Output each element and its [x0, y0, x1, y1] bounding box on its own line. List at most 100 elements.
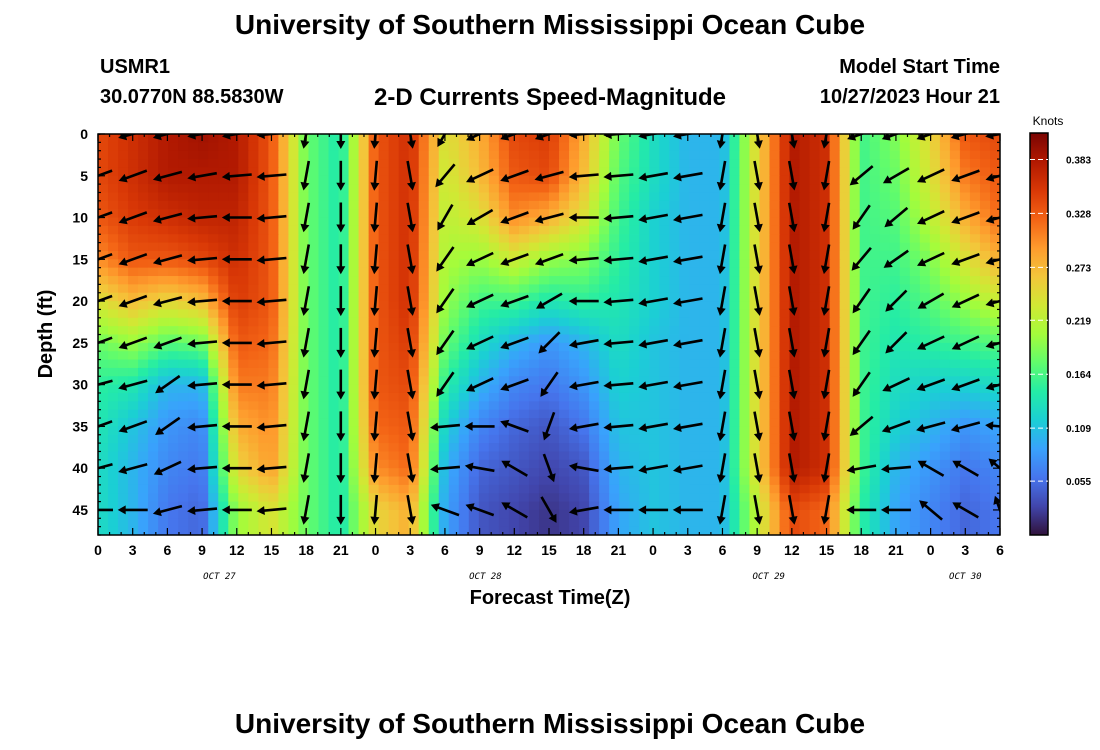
heatmap-cell [639, 418, 650, 427]
heatmap-cell [358, 259, 370, 269]
heatmap-cell [288, 493, 300, 503]
heatmap-cell [168, 184, 179, 194]
heatmap-cell [348, 250, 360, 260]
heatmap-cell [769, 242, 781, 252]
heatmap-cell [538, 334, 550, 344]
heatmap-cell [488, 259, 500, 269]
heatmap-cell [829, 250, 841, 260]
heatmap-cell [789, 376, 801, 386]
heatmap-cell [599, 493, 610, 503]
heatmap-cell [508, 192, 520, 202]
heatmap-cell [989, 509, 1000, 519]
heatmap-cell [328, 150, 340, 160]
heatmap-cell [979, 159, 991, 169]
heatmap-cell [148, 493, 159, 503]
heatmap-cell [669, 451, 680, 461]
heatmap-cell [599, 301, 610, 311]
heatmap-cell [879, 326, 891, 336]
heatmap-cell [378, 376, 390, 386]
heatmap-cell [168, 234, 179, 244]
x-tick-label: 15 [264, 542, 280, 558]
heatmap-cell [709, 309, 720, 319]
heatmap-cell [188, 217, 199, 227]
heatmap-cell [258, 518, 269, 528]
heatmap-cell [438, 443, 450, 453]
heatmap-cell [348, 526, 360, 535]
heatmap-cell [238, 484, 249, 494]
heatmap-cell [629, 200, 640, 210]
heatmap-cell [448, 192, 460, 202]
heatmap-cell [128, 443, 139, 453]
heatmap-cell [599, 267, 610, 277]
heatmap-cell [358, 175, 370, 185]
heatmap-cell [779, 426, 791, 436]
heatmap-cell [108, 200, 119, 210]
heatmap-cell [679, 134, 690, 143]
current-vector [753, 244, 763, 275]
heatmap-cell [799, 476, 811, 486]
heatmap-cell [468, 284, 480, 294]
heatmap-cell [839, 451, 851, 461]
heatmap-cell [969, 234, 981, 244]
heatmap-cell [789, 384, 801, 394]
heatmap-cell [559, 359, 570, 369]
heatmap-cell [699, 418, 710, 427]
current-vector [221, 296, 252, 306]
heatmap-cell [398, 443, 410, 453]
heatmap-cell [649, 359, 660, 369]
x-tick-label: 12 [784, 542, 800, 558]
current-vector [256, 255, 287, 265]
heatmap-cell [408, 175, 420, 185]
heatmap-cell [378, 434, 390, 444]
heatmap-cell [849, 225, 861, 235]
heatmap-cell [709, 493, 720, 503]
heatmap-cell [468, 259, 480, 269]
heatmap-cell [689, 209, 700, 219]
heatmap-cell [979, 459, 991, 469]
heatmap-cell [579, 267, 590, 277]
heatmap-cell [939, 184, 951, 194]
heatmap-cell [889, 459, 901, 469]
heatmap-cell [929, 184, 941, 194]
heatmap-cell [328, 267, 340, 277]
heatmap-cell [408, 225, 420, 235]
heatmap-cell [789, 342, 801, 352]
heatmap-cell [128, 342, 139, 352]
heatmap-cell [178, 217, 189, 227]
heatmap-cell [819, 250, 831, 260]
heatmap-cell [208, 476, 219, 486]
heatmap-cell [458, 209, 470, 219]
heatmap-cell [288, 443, 300, 453]
heatmap-cell [689, 225, 700, 235]
heatmap-cell [949, 443, 961, 453]
current-vector [716, 160, 727, 191]
heatmap-cell [649, 209, 660, 219]
heatmap-cell [538, 501, 550, 511]
heatmap-cell [659, 225, 670, 235]
heatmap-cell [579, 451, 590, 461]
heatmap-cell [188, 526, 199, 535]
heatmap-cell [619, 159, 630, 169]
heatmap-cell [979, 418, 991, 427]
heatmap-cell [689, 317, 700, 327]
heatmap-cell [699, 292, 710, 302]
heatmap-cell [679, 267, 690, 277]
heatmap-cell [258, 209, 269, 219]
heatmap-cell [168, 150, 179, 160]
heatmap-cell [879, 242, 891, 252]
heatmap-cell [979, 267, 991, 277]
heatmap-cell [599, 376, 610, 386]
heatmap-cell [408, 526, 420, 535]
current-vector [820, 202, 831, 233]
current-vector [568, 380, 599, 391]
heatmap-cell [408, 326, 420, 336]
heatmap-cell [348, 142, 360, 152]
heatmap-cell [418, 317, 430, 327]
heatmap-cell [388, 317, 400, 327]
heatmap-cell [448, 159, 460, 169]
heatmap-cell [569, 443, 580, 453]
heatmap-cell [649, 493, 660, 503]
heatmap-cell [879, 351, 891, 361]
heatmap-cell [228, 317, 239, 327]
